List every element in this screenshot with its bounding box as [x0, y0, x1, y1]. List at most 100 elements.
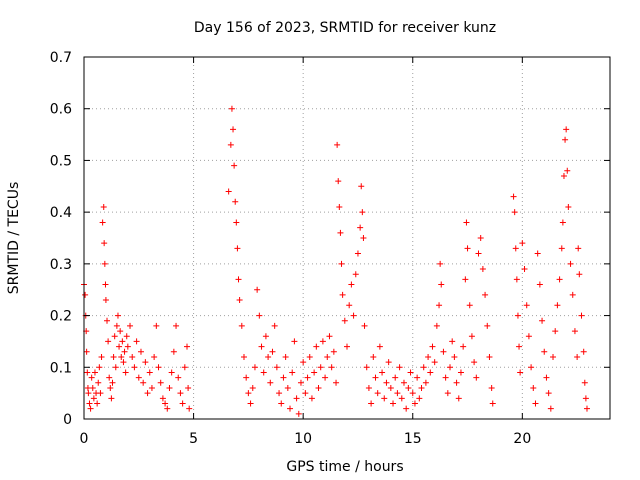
data-point: [179, 400, 186, 407]
data-point: [280, 374, 287, 381]
data-point: [236, 297, 243, 304]
data-point: [170, 348, 177, 355]
data-point: [267, 379, 274, 386]
data-point: [411, 400, 418, 407]
data-point: [482, 291, 489, 298]
chart-title: Day 156 of 2023, SRMTID for receiver kun…: [194, 20, 496, 36]
data-point: [109, 379, 116, 386]
data-point: [243, 374, 250, 381]
data-point: [308, 395, 315, 402]
data-point: [444, 390, 451, 397]
data-point: [541, 348, 548, 355]
data-point: [514, 312, 521, 319]
data-point: [463, 219, 470, 226]
data-point: [137, 348, 144, 355]
data-point: [563, 126, 570, 133]
data-point: [447, 364, 454, 371]
data-point: [232, 198, 239, 205]
data-point: [475, 250, 482, 257]
data-point: [140, 379, 147, 386]
data-point: [370, 353, 377, 360]
data-point: [556, 276, 563, 283]
data-point: [528, 364, 535, 371]
data-point: [462, 276, 469, 283]
data-point: [106, 374, 113, 381]
data-point: [416, 395, 423, 402]
data-point: [173, 322, 180, 329]
data-point: [116, 343, 123, 350]
data-point: [400, 379, 407, 386]
data-point: [269, 348, 276, 355]
data-point: [181, 364, 188, 371]
data-point: [121, 348, 128, 355]
data-point: [460, 343, 467, 350]
data-point: [437, 260, 444, 267]
data-point: [346, 302, 353, 309]
data-point: [164, 405, 171, 412]
data-point: [287, 405, 294, 412]
data-point: [361, 322, 368, 329]
data-point: [374, 390, 381, 397]
data-point: [405, 384, 412, 391]
data-point: [521, 266, 528, 273]
data-point: [322, 374, 329, 381]
data-point: [289, 369, 296, 376]
data-point: [398, 395, 405, 402]
data-point: [184, 343, 191, 350]
data-point: [414, 374, 421, 381]
data-point: [148, 384, 155, 391]
data-point: [580, 348, 587, 355]
data-point: [392, 374, 399, 381]
data-point: [354, 250, 361, 257]
data-point: [418, 384, 425, 391]
data-point: [235, 276, 242, 283]
data-point: [477, 235, 484, 241]
data-point: [82, 291, 89, 298]
data-point: [552, 328, 559, 335]
ticks-layer: 0 0.1 0.2 0.3 0.4 0.5 0.6 0.7 0 5 10 15 20: [50, 50, 610, 447]
data-point: [157, 379, 164, 386]
data-point: [571, 328, 578, 335]
data-point: [249, 384, 256, 391]
data-point: [111, 333, 118, 340]
data-point: [334, 141, 341, 148]
data-point: [436, 302, 443, 309]
data-point: [457, 369, 464, 376]
data-point: [578, 312, 585, 319]
data-point: [562, 136, 569, 143]
data-point: [539, 317, 546, 324]
data-point: [144, 390, 151, 397]
data-point: [554, 302, 561, 309]
data-point: [359, 209, 366, 216]
data-point: [376, 343, 383, 350]
data-point: [260, 369, 267, 376]
data-point: [479, 266, 486, 273]
data-point: [341, 317, 348, 324]
data-point: [94, 400, 101, 407]
data-point: [330, 348, 337, 355]
data-point: [297, 379, 304, 386]
data-point: [102, 297, 109, 304]
data-point: [90, 395, 97, 402]
data-point: [85, 390, 92, 397]
data-point: [357, 224, 364, 231]
data-point: [225, 188, 232, 195]
data-point: [113, 322, 120, 329]
data-point: [440, 348, 447, 355]
data-point: [102, 281, 109, 288]
data-point: [91, 369, 98, 376]
data-point: [365, 384, 372, 391]
data-point: [112, 364, 119, 371]
data-point: [403, 405, 410, 412]
data-point: [339, 291, 346, 298]
data-point: [89, 384, 96, 391]
data-point: [291, 338, 298, 345]
data-point: [567, 260, 574, 267]
data-point: [581, 379, 588, 386]
data-point: [519, 240, 526, 247]
data-point: [560, 172, 567, 179]
data-point: [516, 343, 523, 350]
x-tick-label: 5: [189, 431, 198, 447]
data-point: [276, 390, 283, 397]
data-point: [511, 209, 518, 216]
